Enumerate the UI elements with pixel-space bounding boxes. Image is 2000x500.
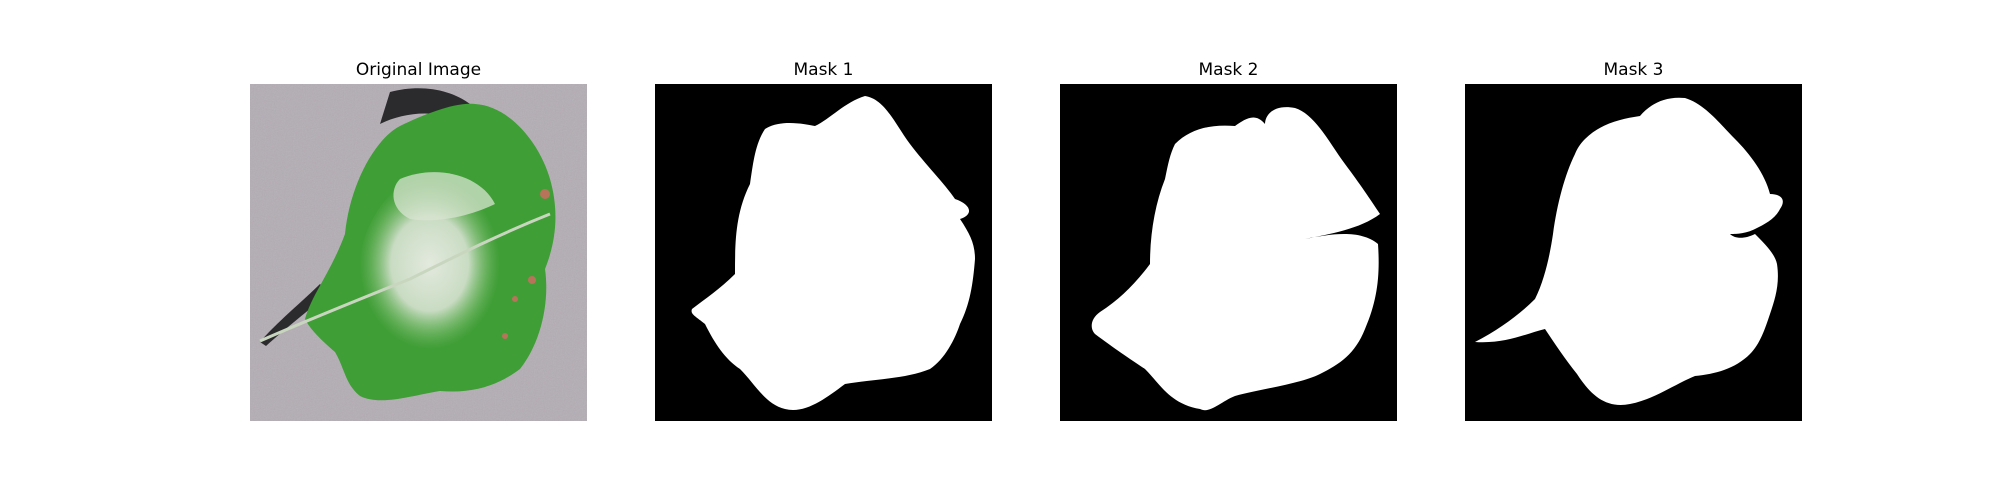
panel-mask-2: Mask 2: [1060, 0, 1397, 500]
panel-mask-1: Mask 1: [655, 0, 992, 500]
leaf-spot: [540, 189, 550, 199]
panel-title: Mask 3: [1603, 60, 1664, 80]
mask-2-image: [1060, 84, 1397, 421]
leaf-midrib: [259, 212, 551, 343]
panel-mask-3: Mask 3: [1465, 0, 1802, 500]
mask-3-image: [1465, 84, 1802, 421]
panel-title: Mask 1: [793, 60, 854, 80]
mask-1-region: [691, 96, 975, 410]
mask-1-image: [655, 84, 992, 421]
mask-2-region: [1091, 107, 1380, 411]
panel-title: Original Image: [355, 60, 482, 80]
mask-3-region: [1475, 97, 1783, 405]
panel-title: Mask 2: [1198, 60, 1259, 80]
panel-original-image: Original Image: [250, 0, 587, 500]
original-leaf-photo: [250, 84, 587, 421]
